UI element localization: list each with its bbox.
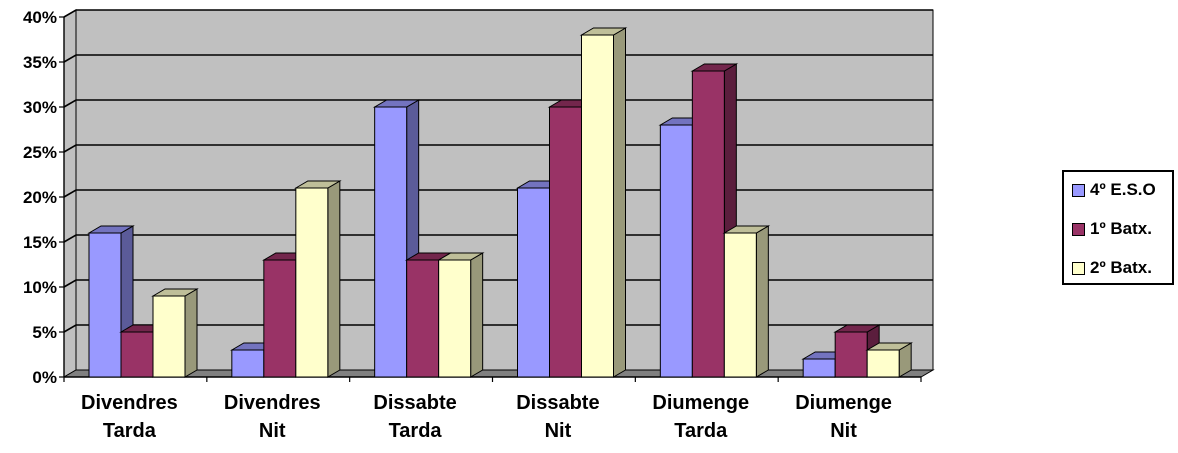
bar-front [517,187,550,378]
bar [87,225,135,378]
y-tick-label: 30% [23,98,57,117]
y-tick-label: 0% [32,368,57,387]
bar [865,342,914,378]
bar [579,27,628,378]
x-tick-label: Nit [259,420,286,442]
y-tick-label: 10% [23,278,57,297]
legend-item: 4º E.S.O [1072,180,1156,200]
bar-front [374,106,408,378]
bar-front [802,358,836,378]
x-tick-label: Dissabte [373,392,456,414]
bars [87,27,914,378]
gridline [63,144,933,153]
bar-front [406,259,440,378]
legend-item: 2º Batx. [1072,258,1152,278]
x-tick-label: Tarda [674,420,728,442]
gridline [63,234,933,243]
legend-label: 4º E.S.O [1090,180,1156,199]
gridline [63,54,933,63]
bar-side [184,288,198,378]
bar-front [295,187,329,378]
y-tick-label: 20% [23,188,57,207]
x-tick-labels: Divendres Tarda Divendres Nit Dissabte Tarda D… [81,392,892,442]
gridlines [63,9,933,333]
gridline [63,279,933,288]
bar-front [263,259,297,378]
legend: 4º E.S.O 1º Batx. 2º Batx. [1062,170,1174,285]
bar-front [549,106,582,378]
y-tick-labels: 0% 5% 10% 15% 20% 25% 30% 35% 40% [23,8,57,387]
bar-front [581,34,614,378]
bar-front [834,331,868,378]
x-tick-label: Diumenge [795,392,892,414]
axes [59,16,922,382]
x-tick-label: Diumenge [652,392,749,414]
legend-label: 2º Batx. [1090,258,1152,277]
bar-front [866,349,900,378]
bar-front [691,70,725,378]
y-tick-label: 35% [23,53,57,72]
x-tick-label: Divendres [224,392,321,414]
bar-side [327,180,341,378]
bar-front [152,295,186,378]
x-tick-label: Nit [545,420,572,442]
legend-swatch [1072,261,1085,275]
bar-front [438,259,472,378]
x-tick-label: Tarda [103,420,157,442]
bar-side [470,252,484,378]
bar [151,288,199,378]
bar-front [88,232,122,378]
legend-swatch [1072,183,1085,197]
bar-side [755,225,769,378]
x-tick-label: Divendres [81,392,178,414]
legend-swatch [1072,222,1085,236]
x-tick-label: Tarda [389,420,443,442]
bar-front [231,349,265,378]
gridline [63,324,933,333]
bar [722,225,771,378]
bar-front [723,232,757,378]
x-tick-label: Nit [830,420,857,442]
legend-label: 1º Batx. [1090,219,1152,238]
gridline [63,9,933,18]
gridline [63,189,933,198]
y-tick-label: 25% [23,143,57,162]
bar-front [659,124,693,378]
bar-side [613,27,626,378]
legend-item: 1º Batx. [1072,219,1152,239]
y-tick-label: 5% [32,323,57,342]
y-tick-label: 15% [23,233,57,252]
bar-front [120,331,154,378]
gridline [63,99,933,108]
y-tick-label: 40% [23,8,57,27]
bar [436,252,485,378]
bar [293,180,342,378]
x-tick-label: Dissabte [516,392,599,414]
